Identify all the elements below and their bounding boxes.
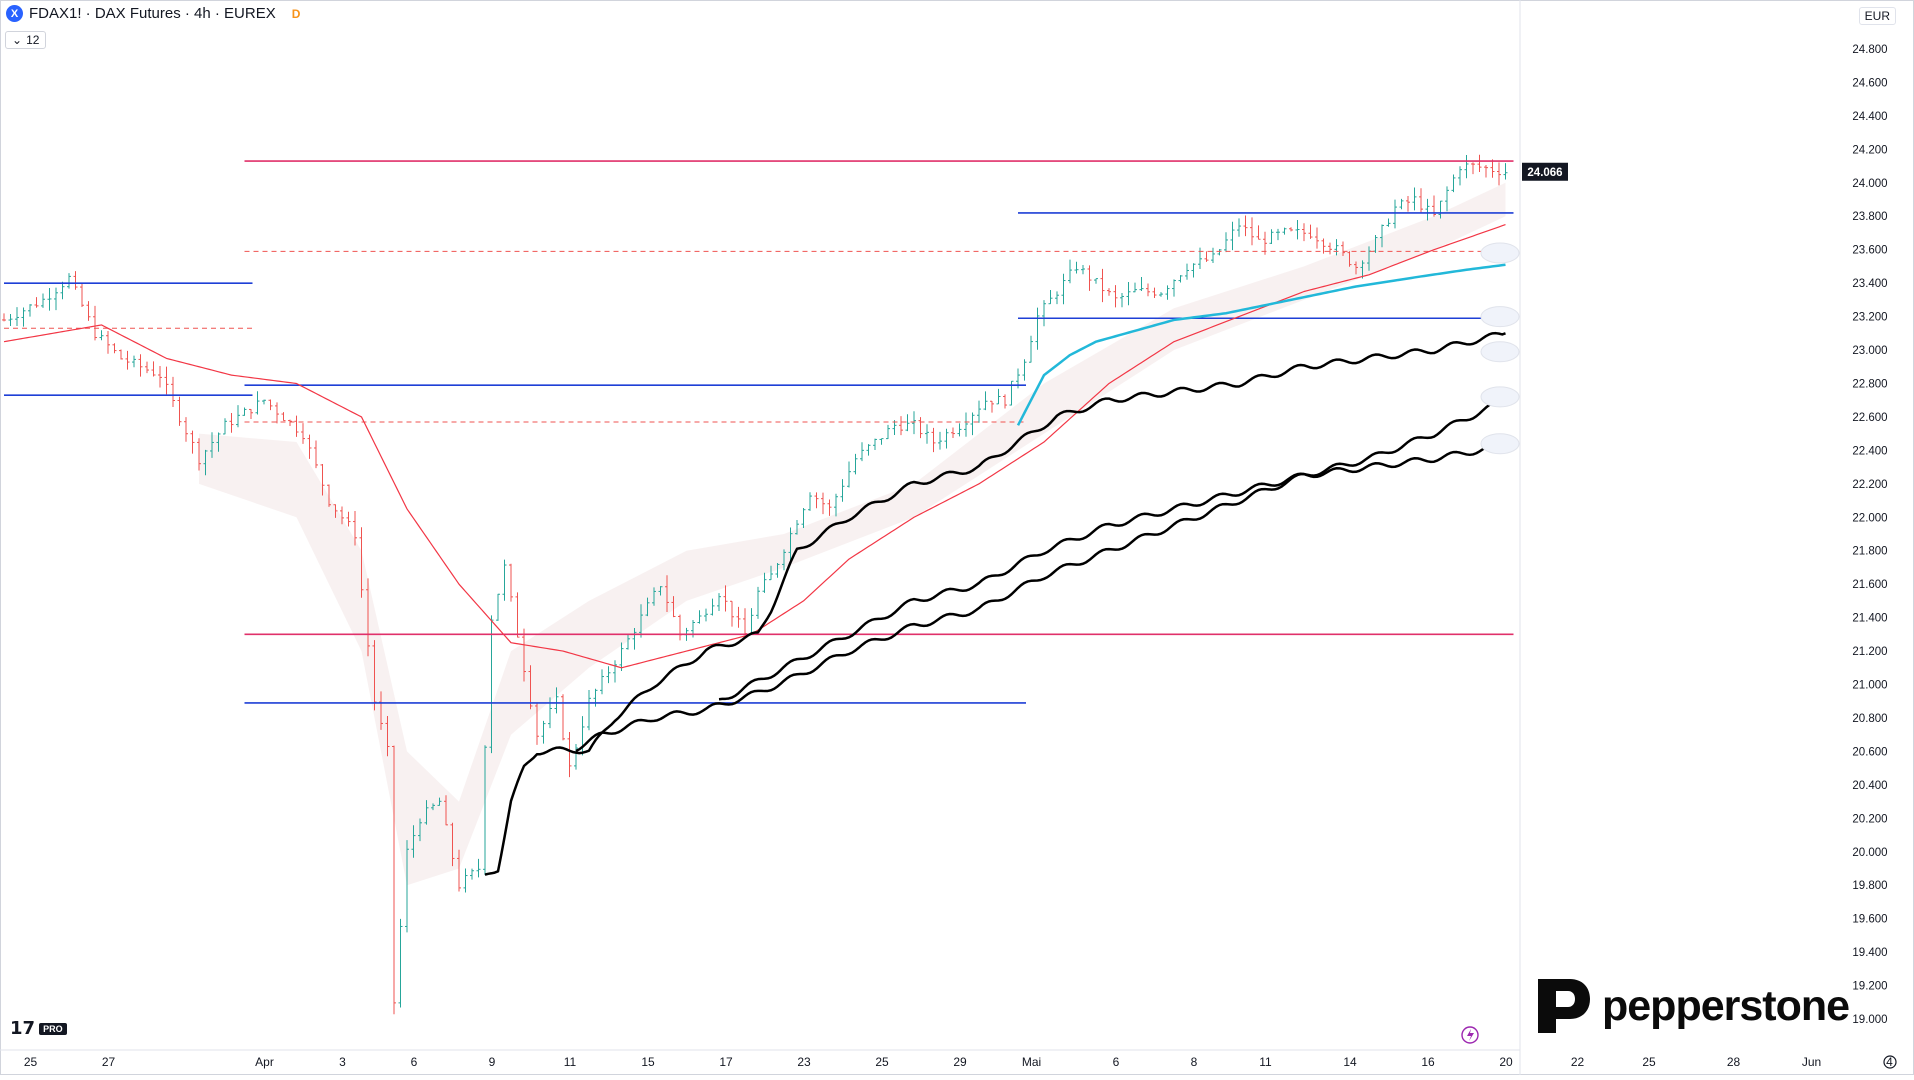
symbol-header[interactable]: X FDAX1! · DAX Futures · 4h · EUREX D [6,5,300,22]
x-tick-label: 17 [719,1055,733,1069]
y-tick-label: 22.000 [1852,512,1887,524]
y-tick-label: 20.600 [1852,746,1887,758]
x-tick-label: Apr [255,1055,274,1069]
x-tick-label: Jun [1802,1055,1821,1069]
last-price-tag [1522,162,1568,181]
x-tick-label: 25 [875,1055,889,1069]
x-tick-label: 23 [797,1055,811,1069]
x-tick-label: 28 [1727,1055,1741,1069]
tradingview-logo[interactable]: 17 PRO [10,1018,67,1039]
collapsed-label-bubble [1480,242,1520,264]
y-tick-label: 23.200 [1852,312,1887,324]
pepperstone-wordmark: pepperstone [1602,981,1850,1030]
x-tick-label: 11 [564,1055,577,1069]
y-tick-label: 20.400 [1852,780,1887,792]
y-tick-label: 22.600 [1852,412,1887,424]
indicators-collapse-button[interactable]: ⌄ 12 [5,31,47,49]
x-tick-label: 16 [1421,1055,1435,1069]
y-tick-label: 21.200 [1852,646,1887,658]
x-tick-label: 6 [1113,1055,1120,1069]
y-tick-label: 23.600 [1852,245,1887,257]
x-tick-label: 25 [1642,1055,1656,1069]
y-tick-label: 19.400 [1852,947,1887,959]
collapsed-label-bubble [1480,386,1520,408]
last-price-label: 24.066 [1527,167,1562,179]
symbol-title[interactable]: FDAX1! · DAX Futures · 4h · EUREX [29,5,276,22]
indicator-line-2 [484,331,1506,876]
y-tick-label: 23.800 [1852,211,1887,223]
x-tick-label: 29 [953,1055,967,1069]
y-tick-label: 21.400 [1852,613,1887,625]
currency-selector[interactable]: EUR [1858,7,1896,25]
y-tick-label: 20.200 [1852,813,1887,825]
x-tick-label: 25 [24,1055,38,1069]
y-tick-label: 24.200 [1852,144,1887,156]
data-badge[interactable]: D [291,6,301,21]
x-tick-label: 15 [641,1055,655,1069]
y-tick-label: 20.800 [1852,713,1887,725]
x-tick-label: 11 [1259,1055,1272,1069]
y-tick-label: 23.000 [1852,345,1887,357]
x-tick-label: 8 [1191,1055,1198,1069]
exchange-logo-icon: X [6,5,23,22]
y-tick-label: 19.800 [1852,880,1887,892]
cloud-band [199,182,1506,886]
x-tick-label: 27 [102,1055,116,1069]
y-tick-label: 21.600 [1852,579,1887,591]
x-tick-label: 14 [1343,1055,1357,1069]
indicator-line-1 [1016,263,1506,426]
x-tick-label: Mai [1022,1055,1041,1069]
x-tick-label: 4 [1886,1055,1893,1069]
x-tick-label: 9 [489,1055,496,1069]
pro-badge: PRO [39,1022,67,1035]
pepperstone-logo: pepperstone [1530,975,1850,1037]
lightning-bolt-icon [1467,1029,1474,1041]
y-tick-label: 21.000 [1852,680,1887,692]
y-tick-label: 24.000 [1852,178,1887,190]
collapsed-label-bubble [1480,306,1520,328]
chevron-down-icon: ⌄ [12,33,23,47]
x-tick-label: 20 [1499,1055,1513,1069]
settings-icon [1883,1055,1897,1069]
tradingview-mark-icon: 17 [10,1018,36,1039]
pepperstone-p-icon [1538,979,1590,1033]
x-tick-label: 3 [339,1055,346,1069]
collapsed-label-bubble [1480,341,1520,363]
x-tick-label: 22 [1571,1055,1585,1069]
collapsed-label-bubble [1480,433,1520,455]
y-tick-label: 22.400 [1852,445,1887,457]
y-tick-label: 24.600 [1852,77,1887,89]
y-tick-label: 19.000 [1852,1014,1887,1026]
y-tick-label: 24.400 [1852,111,1887,123]
y-tick-label: 19.200 [1852,981,1887,993]
y-tick-label: 22.200 [1852,479,1887,491]
indicator-line-3 [575,399,1507,753]
x-tick-label: 6 [411,1055,418,1069]
y-tick-label: 21.800 [1852,546,1887,558]
y-tick-label: 24.800 [1852,44,1887,56]
indicators-count: 12 [26,33,40,47]
y-tick-label: 23.400 [1852,278,1887,290]
y-tick-label: 20.000 [1852,847,1887,859]
y-tick-label: 19.600 [1852,914,1887,926]
lightning-icon [1461,1026,1479,1044]
y-tick-label: 22.800 [1852,378,1887,390]
indicator-line-4 [718,443,1506,701]
